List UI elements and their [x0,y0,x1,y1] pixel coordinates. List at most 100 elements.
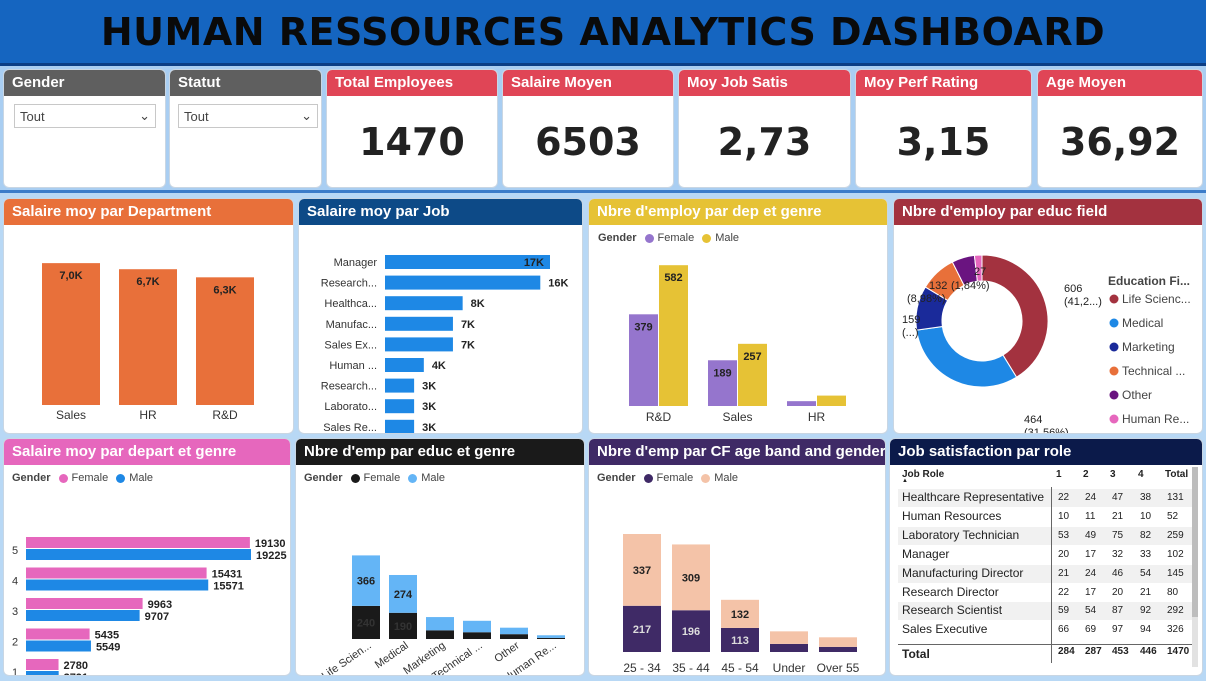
tick-label: Sales [722,410,752,424]
legend-male: Male [421,472,446,484]
table-cell: 46 [1112,567,1124,579]
tick-label: Manufac... [326,319,377,331]
table-cell: 52 [1167,510,1179,522]
chart-title: Salaire moy par Job [299,199,582,225]
bar [659,265,688,406]
table-row [898,564,1194,583]
table-cell: 94 [1140,624,1152,636]
table-row [898,602,1194,621]
bar [26,671,59,675]
table-total-cell: 1470 [1167,646,1190,657]
table-cell: 20 [1112,586,1124,598]
statut-slicer-title: Statut [170,70,321,96]
kpi-age-moyen: Age Moyen 36,92 [1037,69,1203,188]
scrollbar-thumb[interactable] [1192,467,1198,617]
legend-item: Life Scienc... [1122,292,1191,306]
male-dot-icon [116,473,126,483]
table-header: 1 [1056,469,1062,480]
gender-dropdown[interactable]: Tout ⌄ [14,104,156,128]
gender-slicer-title: Gender [4,70,165,96]
chart-salaire-job-svg: Manager 17K Research... 16K Healthca... 8K Man… [321,255,569,433]
chart-title: Salaire moy par Department [4,199,293,225]
table-cell: 32 [1112,548,1124,560]
bar [389,612,417,639]
table-row [898,583,1194,602]
bar [623,605,661,652]
bar [787,401,816,406]
chart-title: Salaire moy par depart et genre [4,439,290,465]
table-cell: 53 [1058,529,1070,541]
table-header: Total [1165,469,1189,480]
job-role-cell: Manager [902,546,950,561]
legend: Gender Female Male [598,232,739,244]
kpi-moy-job-satis: Moy Job Satis 2,73 [678,69,851,188]
legend-item: Marketing [1122,340,1175,354]
bar [389,574,417,613]
bar [26,628,90,640]
data-label: 132 [731,609,749,621]
satisfaction-table-wrap[interactable]: Job Role 1 2 3 4 Total ▲ Healthcare Representat… [890,439,1202,675]
data-label: 366 [357,576,375,588]
data-label: 15431 [212,569,243,581]
tick-label: 4 [12,576,18,588]
table-cell: 38 [1140,492,1152,503]
bar [500,634,528,639]
tick-label: Sales [56,408,86,422]
kpi-label: Moy Job Satis [679,70,850,96]
kpi-label: Salaire Moyen [503,70,673,96]
job-role-cell: Healthcare Representative [902,490,1045,504]
bar [385,337,453,352]
table-cell: 87 [1112,605,1124,617]
chart-title: Nbre d'employ par dep et genre [589,199,887,225]
dashboard-header: HUMAN RESSOURCES ANALYTICS DASHBOARD [0,0,1206,66]
tick-label: Sales Ex... [324,339,377,351]
bar [708,360,737,406]
data-label: 19225 [256,550,287,562]
chart-educ-genre: Nbre d'emp par educ et genre Gender Femal… [295,438,585,676]
chevron-down-icon: ⌄ [301,108,312,123]
bar [352,555,380,606]
tick-label: Other [492,639,522,665]
kpi-value: 2,73 [717,120,812,164]
data-label: (...) [902,327,919,339]
bar [385,378,415,393]
data-label: 190 [394,621,412,633]
male-dot-icon [408,473,418,483]
kpi-moy-perf-rating: Moy Perf Rating 3,15 [855,69,1032,188]
table-cell: 59 [1058,605,1070,617]
legend-title: Gender [12,472,51,484]
bar [26,567,207,579]
table-cell: 92 [1140,605,1152,617]
legend-title: Education Fi... [1108,274,1190,288]
data-label: 19130 [255,538,286,550]
table-cell: 10 [1058,510,1070,522]
female-dot-icon [644,233,654,243]
bar [26,598,143,609]
data-label: 217 [633,624,651,636]
bar [385,296,463,311]
male-dot-icon [701,473,711,483]
data-label: 274 [394,589,413,601]
column-divider [1051,487,1052,663]
data-label: 582 [664,272,682,284]
data-label: 17K [524,257,544,269]
table-cell: 33 [1140,548,1152,560]
chart-title: Nbre d'emp par educ et genre [296,439,584,465]
table-header: 4 [1138,469,1144,480]
chart-title: Nbre d'emp par CF age band and gender [589,439,885,465]
job-role-cell: Laboratory Technician [902,527,1020,542]
table-cell: 259 [1167,529,1184,541]
bar [463,620,491,633]
data-label: (41,2...) [1064,296,1102,308]
chart-salaire-job: Salaire moy par Job Manager 17K Research..… [298,198,583,434]
data-label: 132 [929,280,947,292]
table-total-cell: 287 [1085,646,1102,657]
statut-dropdown[interactable]: Tout ⌄ [178,104,318,128]
bar [26,610,140,621]
data-label: 240 [357,617,375,629]
chart-salaire-depart-genre: Salaire moy par depart et genre Gender Fe… [3,438,291,676]
bar [26,640,91,652]
bar [385,419,415,433]
bar [672,544,710,611]
chart-educ-field-svg: 606(41,2...) 464(31,56%) 159(...) 132(8,98%… [902,254,1191,433]
